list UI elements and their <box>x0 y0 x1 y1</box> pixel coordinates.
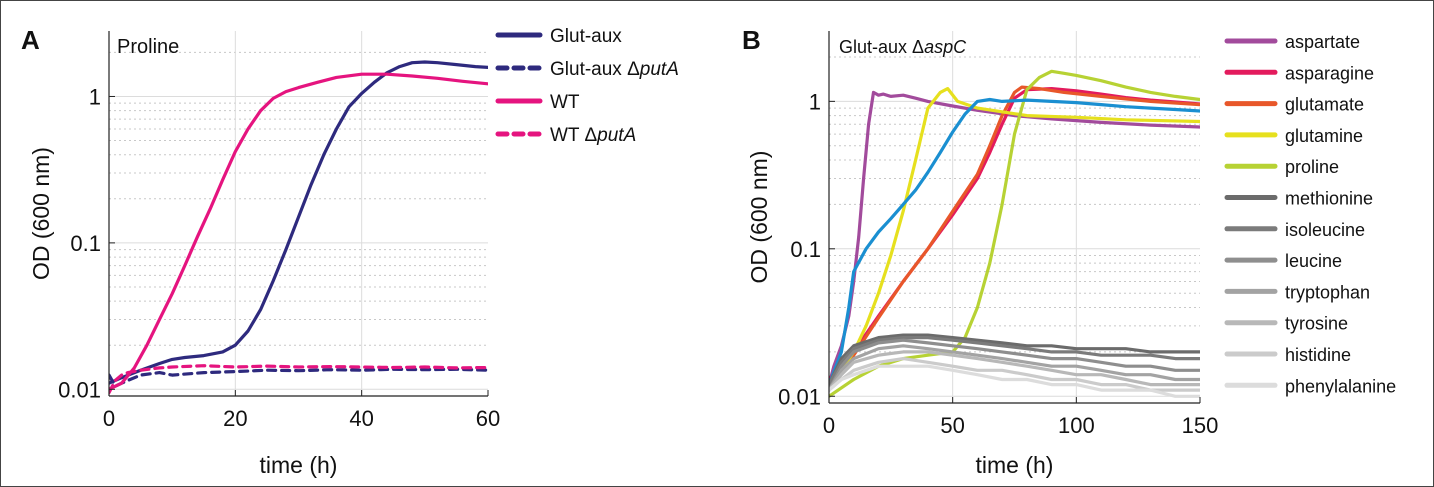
legend-label: histidine <box>1285 345 1351 365</box>
legend-label: tryptophan <box>1285 282 1370 302</box>
legend-label: aspartate <box>1285 32 1360 52</box>
panel-label: A <box>21 25 40 55</box>
x-tick-label: 0 <box>103 406 115 431</box>
series-line-isoleucine <box>829 336 1200 387</box>
x-tick-label: 0 <box>823 413 835 438</box>
y-tick-label: 0.1 <box>70 231 101 256</box>
series-line-phenylalanine <box>829 364 1200 398</box>
x-tick-label: 20 <box>223 406 247 431</box>
chart-panel-a: 0 20 40 60 0.01 0.1 1 time (h) OD (600 nm) A Proli… <box>21 25 679 478</box>
x-axis-label: time (h) <box>260 452 338 478</box>
x-tick-label: 40 <box>349 406 373 431</box>
legend-label: Glut-aux ΔputA <box>550 59 679 80</box>
legend-label: methionine <box>1285 189 1373 209</box>
legend-label: WT ΔputA <box>550 125 636 146</box>
legend-label: isoleucine <box>1285 220 1365 240</box>
series-line-methionine <box>829 333 1200 387</box>
chart-panel-b: 0 50 100 150 0.01 0.1 1 time (h) OD (600 nm) B Glu… <box>742 25 1396 478</box>
chart-title: Proline <box>117 36 179 58</box>
minor-grid <box>109 51 488 397</box>
legend-label: WT <box>550 92 580 113</box>
x-tick-label: 100 <box>1058 413 1095 438</box>
y-tick-label: 0.1 <box>790 237 821 262</box>
y-tick-label: 1 <box>809 89 821 114</box>
legend-label: asparagine <box>1285 63 1374 83</box>
y-tick-label: 0.01 <box>58 377 101 402</box>
series-line-tryptophan <box>829 344 1200 392</box>
legend: aspartate asparagine glutamate glutamine pro… <box>1224 32 1396 396</box>
x-axis-label: time (h) <box>976 452 1054 478</box>
legend-label: glutamate <box>1285 95 1364 115</box>
panel-label: B <box>742 25 761 55</box>
series-line-glutamate <box>829 85 1200 387</box>
series-line-tyrosine <box>829 350 1200 392</box>
series-line-proline <box>829 69 1200 398</box>
legend-label: phenylalanine <box>1285 376 1396 396</box>
series-line-unlabeled <box>829 97 1200 387</box>
chart-title: Glut-aux ΔaspC <box>839 37 967 57</box>
legend-label: Glut-aux <box>550 26 622 47</box>
y-axis-label: OD (600 nm) <box>28 147 54 280</box>
series-line-glut-aux-puta <box>109 367 488 388</box>
series-line-histidine <box>829 357 1200 392</box>
legend: Glut-aux Glut-aux ΔputA WT WT ΔputA <box>495 26 679 146</box>
legend-label: leucine <box>1285 251 1342 271</box>
legend-label: tyrosine <box>1285 314 1348 334</box>
series-group <box>829 69 1200 398</box>
y-tick-label: 0.01 <box>778 384 821 409</box>
series-group <box>109 60 488 395</box>
series-line-leucine <box>829 338 1200 392</box>
y-tick-label: 1 <box>89 84 101 109</box>
legend-label: proline <box>1285 157 1339 177</box>
legend-label: glutamine <box>1285 126 1363 146</box>
series-line-wt <box>109 72 488 391</box>
x-tick-label: 150 <box>1182 413 1219 438</box>
series-line-glut-aux <box>109 60 488 385</box>
series-line-glutamine <box>829 87 1200 387</box>
minor-grid <box>829 56 1200 404</box>
series-line-wt-puta <box>109 364 488 395</box>
x-tick-label: 60 <box>476 406 500 431</box>
x-tick-label: 50 <box>940 413 964 438</box>
y-axis-label: OD (600 nm) <box>746 151 772 284</box>
